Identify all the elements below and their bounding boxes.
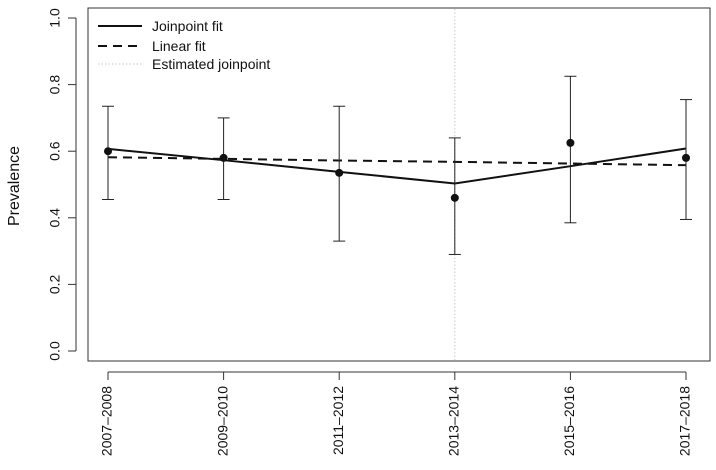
x-tick-label: 2013–2014 (446, 386, 462, 456)
x-tick-label: 2011–2012 (330, 386, 346, 455)
x-tick-label: 2009–2010 (214, 386, 230, 456)
x-tick-label: 2017–2018 (677, 386, 693, 456)
y-tick-label: 0.0 (47, 341, 63, 361)
x-tick-label: 2007–2008 (99, 386, 115, 456)
data-point (450, 193, 459, 202)
plot-frame (87, 7, 711, 362)
y-tick-label: 0.4 (47, 208, 63, 228)
y-tick-label: 0.8 (47, 75, 63, 95)
y-tick-label: 1.0 (47, 8, 63, 28)
x-ticks: 2007–2008 2009–2010 2011–2012 2013–2014 2015… (99, 372, 693, 456)
y-tick-label: 0.2 (47, 274, 63, 294)
joinpoint-fit-line (107, 147, 687, 185)
legend-label-linear: Linear fit (152, 38, 206, 54)
y-ticks: 0.0 0.2 0.4 0.6 0.8 1.0 (47, 8, 76, 361)
legend-label-joinpoint: Joinpoint fit (152, 18, 223, 34)
legend-label-joinpoint-estimate: Estimated joinpoint (152, 56, 270, 72)
legend: Joinpoint fit Linear fit Estimated joinp… (98, 18, 270, 72)
data-point (566, 138, 575, 147)
data-point (219, 153, 228, 162)
data-point (335, 168, 344, 177)
data-point (104, 147, 112, 156)
error-bars (102, 75, 692, 255)
data-points (104, 138, 690, 202)
y-tick-label: 0.6 (47, 141, 63, 161)
data-point (682, 153, 690, 162)
x-tick-label: 2015–2016 (561, 386, 577, 456)
y-axis-title: Prevalence (6, 146, 23, 226)
